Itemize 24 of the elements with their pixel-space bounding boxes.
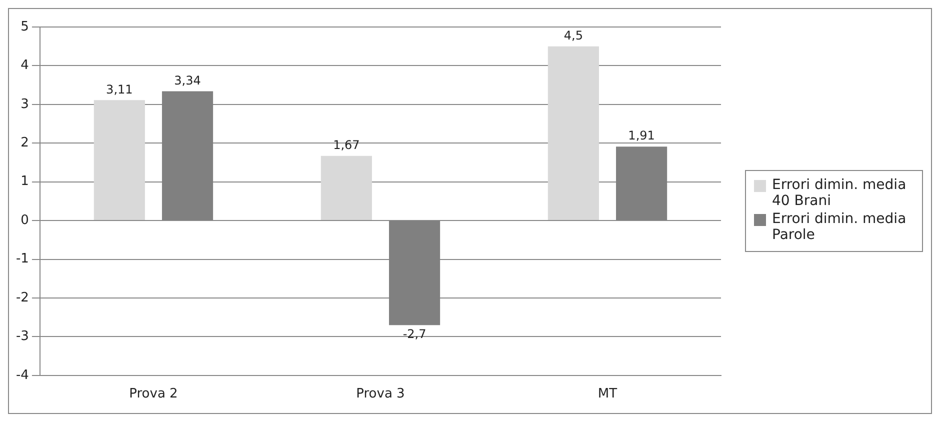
data-label: 1,67 <box>333 138 360 152</box>
y-tick-label: 2 <box>20 136 29 151</box>
x-tick-label: Prova 2 <box>129 386 178 402</box>
y-tick-label: 4 <box>20 58 29 74</box>
y-tick-label: 3 <box>20 96 29 112</box>
data-label: 3,11 <box>106 82 133 96</box>
y-tick-label: -2 <box>16 290 29 306</box>
y-tick-label: -4 <box>16 368 29 383</box>
y-tick-label: -3 <box>16 329 29 344</box>
data-label: -2,7 <box>402 327 426 342</box>
y-tick-label: 0 <box>20 212 29 228</box>
data-label: 4,5 <box>564 28 583 42</box>
y-tick-label: 5 <box>20 19 29 34</box>
y-tick-label: -1 <box>16 252 29 267</box>
x-tick-label: Prova 3 <box>356 386 405 402</box>
legend-label: Errori dimin. media Parole <box>772 211 908 243</box>
bar <box>548 46 599 220</box>
data-label: 3,34 <box>174 73 201 88</box>
bar <box>94 100 145 220</box>
x-tick-label: MT <box>598 386 618 402</box>
y-tick-label: 1 <box>20 174 29 190</box>
legend-label: Errori dimin. media 40 Brani <box>772 177 908 209</box>
bar <box>320 156 372 220</box>
data-label: 1,91 <box>628 128 655 143</box>
